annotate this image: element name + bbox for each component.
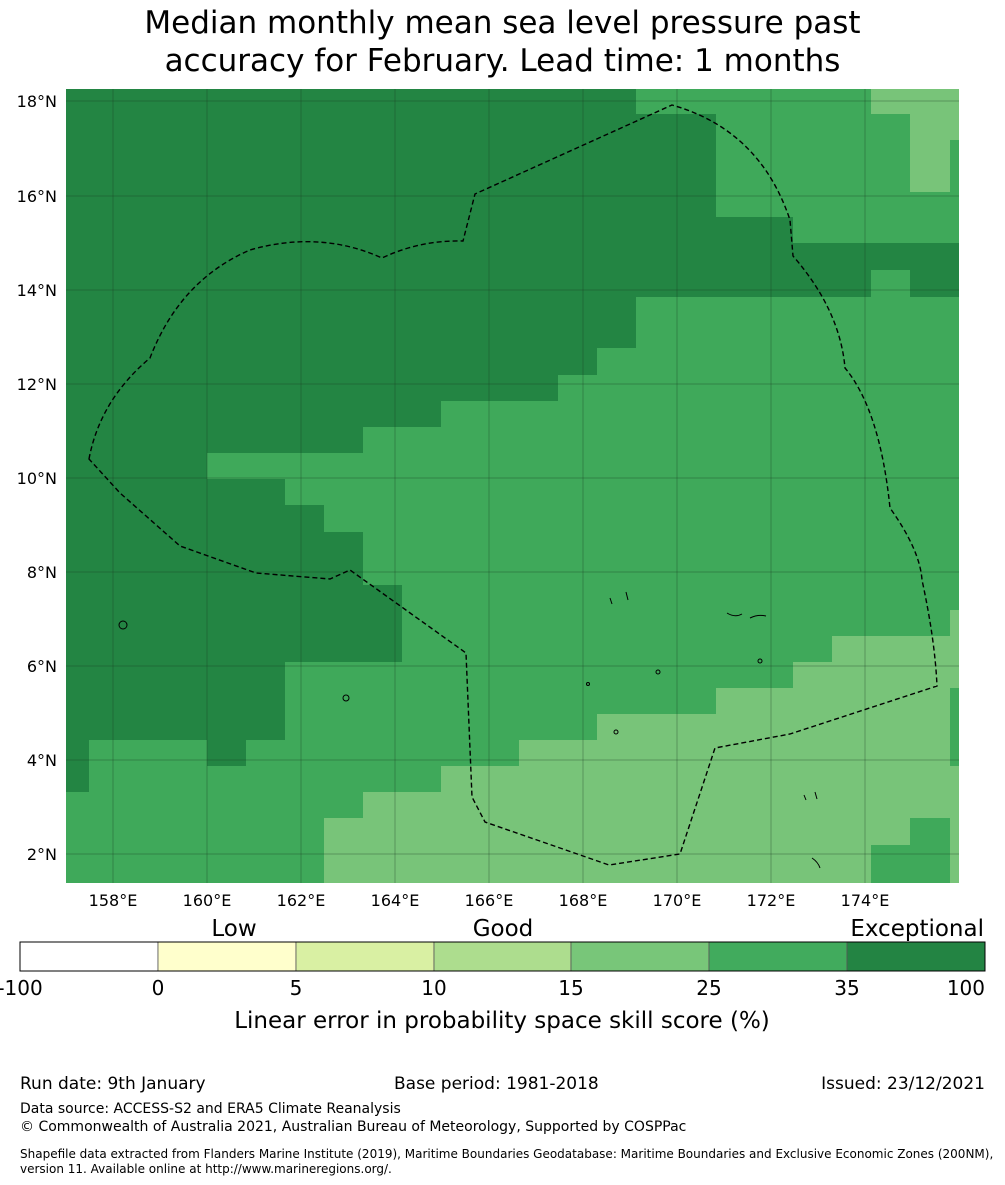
colorbar-tick-0: 0 [152, 976, 165, 1000]
island-9 [655, 669, 661, 675]
lat-label-4: 4°N [27, 751, 57, 770]
lon-label-162: 162°E [277, 891, 326, 910]
colorbar: Low Good Exceptional -100 0 5 10 15 25 3… [0, 916, 986, 1034]
run-date: Run date: 9th January [20, 1074, 206, 1094]
colorbar-tick-neg100: -100 [0, 976, 43, 1000]
map-title: Median monthly mean sea level pressure p… [0, 4, 1005, 80]
region-good-mid-ne [871, 89, 959, 192]
lon-label-164: 164°E [371, 891, 420, 910]
colorbar-frame [19, 941, 986, 972]
colorbar-tick-15: 15 [558, 976, 583, 1000]
shapefile-credit: Shapefile data extracted from Flanders M… [20, 1147, 1000, 1177]
lat-label-10: 10°N [17, 469, 57, 488]
islands [118, 591, 821, 869]
lon-label-168: 168°E [559, 891, 608, 910]
colorbar-tick-100: 100 [947, 976, 985, 1000]
colorbar-segment-2 [157, 941, 297, 972]
island-1 [118, 620, 128, 630]
title-line-1: Median monthly mean sea level pressure p… [144, 5, 861, 41]
title-line-2: accuracy for February. Lead time: 1 mont… [164, 43, 841, 79]
island-5 [609, 591, 629, 605]
island-7 [811, 857, 821, 869]
island-10 [586, 682, 590, 686]
colorbar-segment-6 [708, 941, 848, 972]
colorbar-tick-25: 25 [696, 976, 721, 1000]
colorbar-tier-good: Good [473, 916, 534, 942]
lon-label-160: 160°E [183, 891, 232, 910]
island-8 [613, 729, 619, 735]
lat-label-2: 2°N [27, 845, 57, 864]
lon-label-170: 170°E [653, 891, 702, 910]
shapefile-credit-line-2: version 11. Available online at http://w… [20, 1162, 392, 1176]
island-6 [803, 791, 818, 801]
gridlines [66, 89, 959, 883]
lat-label-14: 14°N [17, 281, 57, 300]
island-4 [749, 614, 767, 619]
lat-label-12: 12°N [17, 375, 57, 394]
colorbar-segment-3 [295, 941, 435, 972]
colorbar-segment-5 [570, 941, 710, 972]
data-source: Data source: ACCESS-S2 and ERA5 Climate … [20, 1101, 401, 1117]
lon-label-174: 174°E [841, 891, 890, 910]
lat-axis: 18°N 16°N 14°N 12°N 10°N 8°N 6°N 4°N 2°N [17, 92, 57, 864]
region-good-mid-south [324, 610, 959, 883]
issued-date: Issued: 23/12/2021 [821, 1074, 985, 1094]
lat-label-16: 16°N [17, 187, 57, 206]
colorbar-segment-4 [433, 941, 572, 972]
island-2 [342, 694, 350, 702]
colorbar-tier-exceptional: Exceptional [850, 916, 984, 942]
region-good-high-se [871, 818, 950, 883]
region-exceptional [66, 89, 636, 792]
lat-label-8: 8°N [27, 563, 57, 582]
colorbar-tier-low: Low [211, 916, 256, 942]
eez-boundary [88, 104, 938, 866]
shapefile-credit-line-1: Shapefile data extracted from Flanders M… [20, 1147, 994, 1161]
colorbar-segment-1 [19, 941, 159, 972]
island-11 [757, 658, 763, 664]
colorbar-segment-7 [846, 941, 986, 972]
colorbar-tick-5: 5 [290, 976, 303, 1000]
colorbar-tick-10: 10 [421, 976, 446, 1000]
lat-label-6: 6°N [27, 657, 57, 676]
island-3 [726, 612, 743, 617]
lon-label-158: 158°E [89, 891, 138, 910]
lon-axis: 158°E 160°E 162°E 164°E 166°E 168°E 170°… [89, 891, 890, 910]
copyright: © Commonwealth of Australia 2021, Austra… [20, 1119, 687, 1135]
lon-label-172: 172°E [747, 891, 796, 910]
region-exceptional-ne [636, 89, 959, 297]
colorbar-label: Linear error in probability space skill … [234, 1008, 770, 1034]
skill-map [66, 89, 959, 883]
colorbar-tick-35: 35 [834, 976, 859, 1000]
base-period: Base period: 1981-2018 [394, 1074, 599, 1094]
lon-label-166: 166°E [465, 891, 514, 910]
lat-label-18: 18°N [17, 92, 57, 111]
